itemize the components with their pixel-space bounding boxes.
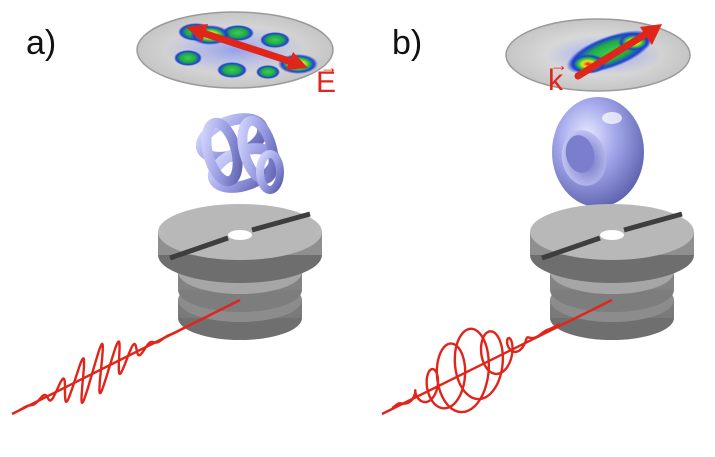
laser-pulse-b xyxy=(381,298,613,416)
laser-pulse-a xyxy=(11,298,241,416)
polarization-arrow xyxy=(196,28,296,66)
electric-field-vector-label: → E xyxy=(316,58,338,98)
vector-symbol-e: E xyxy=(316,66,337,99)
wave-vector-label: → k xyxy=(548,56,568,96)
panel-a xyxy=(11,11,334,416)
vector-symbol-k: k xyxy=(548,64,563,97)
detector-screen-b xyxy=(505,18,691,92)
detector-screen-a xyxy=(136,11,334,89)
propagation-arrow xyxy=(574,30,650,80)
panel-label-a: a) xyxy=(26,24,57,62)
spectrometer-b xyxy=(530,204,694,340)
isosurface-b xyxy=(552,97,644,207)
spectrometer-a xyxy=(158,204,322,340)
isosurface-a xyxy=(195,113,284,194)
panel-b xyxy=(381,18,694,416)
vector-arrow-k: → xyxy=(550,55,568,75)
vector-arrow-e: → xyxy=(320,57,338,77)
panel-label-b: b) xyxy=(392,24,423,62)
